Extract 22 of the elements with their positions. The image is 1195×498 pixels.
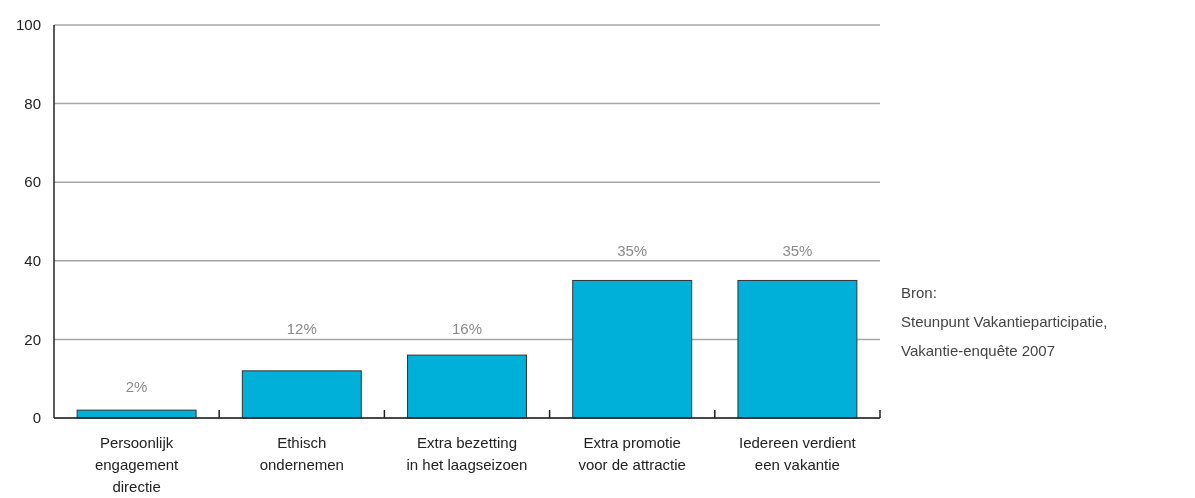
- y-tick-label: 20: [24, 330, 41, 348]
- bar: [737, 279, 858, 419]
- data-label: 35%: [617, 241, 648, 259]
- x-tick-label: Extra promotie voor de attractie: [578, 434, 686, 473]
- bar: [76, 409, 197, 419]
- x-tick-label: Iedereen verdient een vakantie: [739, 434, 857, 473]
- text: Bron: Steunpunt Vakantieparticipatie, Vakantie-enquête 2007: [901, 284, 1108, 359]
- y-tick-label: 80: [24, 94, 41, 112]
- data-label: 2%: [125, 378, 148, 396]
- y-tick-label: 40: [24, 252, 41, 270]
- x-tick-label: Extra bezetting in het laagseizoen: [406, 434, 528, 473]
- bar: [572, 279, 693, 419]
- data-label: 16%: [451, 320, 483, 338]
- x-tick-label: Persoonlijk engagement directie: [94, 434, 180, 495]
- y-tick-label: 60: [24, 173, 41, 191]
- data-label: 12%: [286, 320, 317, 338]
- bar: [241, 370, 362, 419]
- data-label: 35%: [782, 241, 813, 259]
- y-tick-label: 0: [32, 409, 41, 427]
- x-tick-label: Ethisch ondernemen: [259, 434, 344, 473]
- bar: [407, 354, 527, 419]
- y-tick-label: 100: [15, 16, 41, 34]
